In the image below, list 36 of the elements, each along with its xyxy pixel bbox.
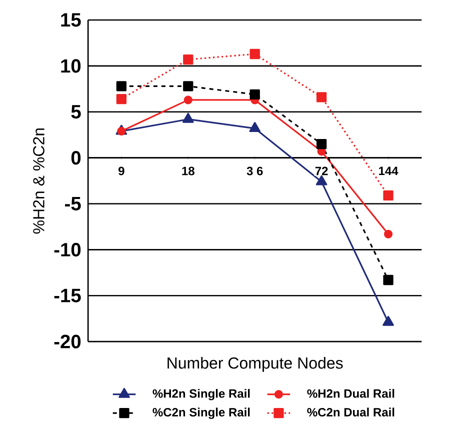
point (116, 94, 126, 104)
y-axis-title: %H2n & %C2n (33, 128, 44, 234)
point (184, 96, 192, 104)
point (249, 122, 260, 132)
point (183, 54, 194, 65)
x-axis-title: Number Compute Nodes (168, 357, 343, 372)
point (382, 316, 394, 326)
x-tick-label: 3 6 (246, 166, 263, 176)
point (316, 139, 327, 150)
legend-label: %C2n Dual Rail (307, 408, 394, 417)
y-tick-label: -5 (65, 197, 81, 211)
point (383, 275, 394, 286)
x-tick-label: 18 (182, 166, 194, 176)
point (316, 175, 328, 186)
y-tick-label: -15 (54, 289, 81, 303)
legend-label: %H2n Single Rail (152, 389, 250, 400)
y-tick-label: 15 (61, 13, 81, 27)
point (250, 90, 260, 100)
x-tick-label: 72 (315, 166, 328, 176)
y-tick-label: -20 (54, 334, 81, 349)
y-tick-label: 0 (71, 151, 81, 165)
y-tick-label: 5 (71, 105, 81, 119)
legend-label: %H2n Dual Rail (307, 389, 394, 398)
y-tick-label: -10 (54, 243, 81, 257)
point (250, 49, 260, 60)
point (117, 127, 126, 136)
x-tick-label: 144 (379, 166, 398, 176)
point (116, 81, 126, 92)
y-tick-label: 10 (61, 59, 81, 73)
x-tick-label: 9 (118, 166, 124, 176)
point (183, 81, 194, 92)
point (384, 230, 393, 239)
point (182, 113, 194, 124)
point (383, 190, 394, 201)
point (316, 92, 327, 102)
legend-label: %C2n Single Rail (152, 408, 250, 420)
